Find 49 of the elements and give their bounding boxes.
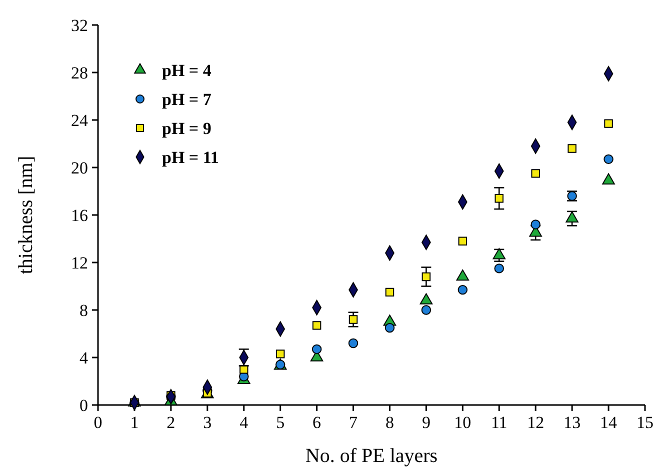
- y-tick-label: 32: [71, 16, 88, 35]
- point: [312, 344, 322, 354]
- x-tick-label: 14: [600, 413, 618, 432]
- point: [276, 350, 285, 358]
- x-tick-label: 5: [276, 413, 285, 432]
- x-axis-title: No. of PE layers: [305, 445, 438, 467]
- y-tick-label: 24: [71, 110, 88, 130]
- point: [494, 264, 504, 274]
- point: [604, 119, 613, 128]
- y-tick-label: 20: [71, 158, 88, 178]
- x-tick-label: 1: [130, 413, 139, 432]
- point: [494, 194, 504, 203]
- point: [458, 236, 468, 246]
- y-tick-label: 8: [80, 300, 88, 320]
- x-tick-label: 15: [636, 413, 654, 432]
- y-axis-title: thickness [nm]: [15, 156, 37, 274]
- y-tick-label: 12: [71, 253, 88, 272]
- x-tick-label: 10: [454, 413, 472, 432]
- x-tick-label: 13: [564, 413, 581, 432]
- point: [385, 288, 394, 297]
- y-tick-label: 4: [80, 348, 88, 368]
- x-tick-label: 7: [349, 413, 358, 432]
- y-tick-label: 0: [80, 396, 88, 415]
- y-tick-label: 28: [71, 63, 88, 82]
- x-tick-label: 2: [166, 413, 176, 432]
- x-tick-label: 12: [527, 413, 544, 432]
- point: [312, 321, 322, 330]
- x-tick-label: 11: [490, 413, 508, 432]
- y-tick-label: 16: [71, 206, 88, 225]
- x-tick-label: 9: [422, 413, 430, 432]
- point: [384, 322, 395, 333]
- point: [568, 144, 576, 153]
- legend-label: pH = 9: [162, 118, 212, 138]
- x-tick-label: 8: [385, 413, 394, 432]
- point: [348, 315, 358, 324]
- x-tick-label: 3: [203, 413, 212, 432]
- legend-label: pH = 4: [162, 60, 212, 80]
- point: [530, 220, 540, 230]
- point: [421, 305, 432, 315]
- point: [531, 169, 540, 178]
- legend-label: pH = 7: [162, 90, 212, 109]
- point: [348, 338, 358, 348]
- point: [604, 154, 614, 164]
- x-tick-label: 0: [94, 413, 102, 432]
- point: [458, 284, 468, 295]
- legend-label: pH = 11: [162, 148, 219, 167]
- point: [422, 272, 431, 282]
- x-tick-label: 6: [312, 413, 322, 432]
- x-tick-label: 4: [240, 413, 249, 432]
